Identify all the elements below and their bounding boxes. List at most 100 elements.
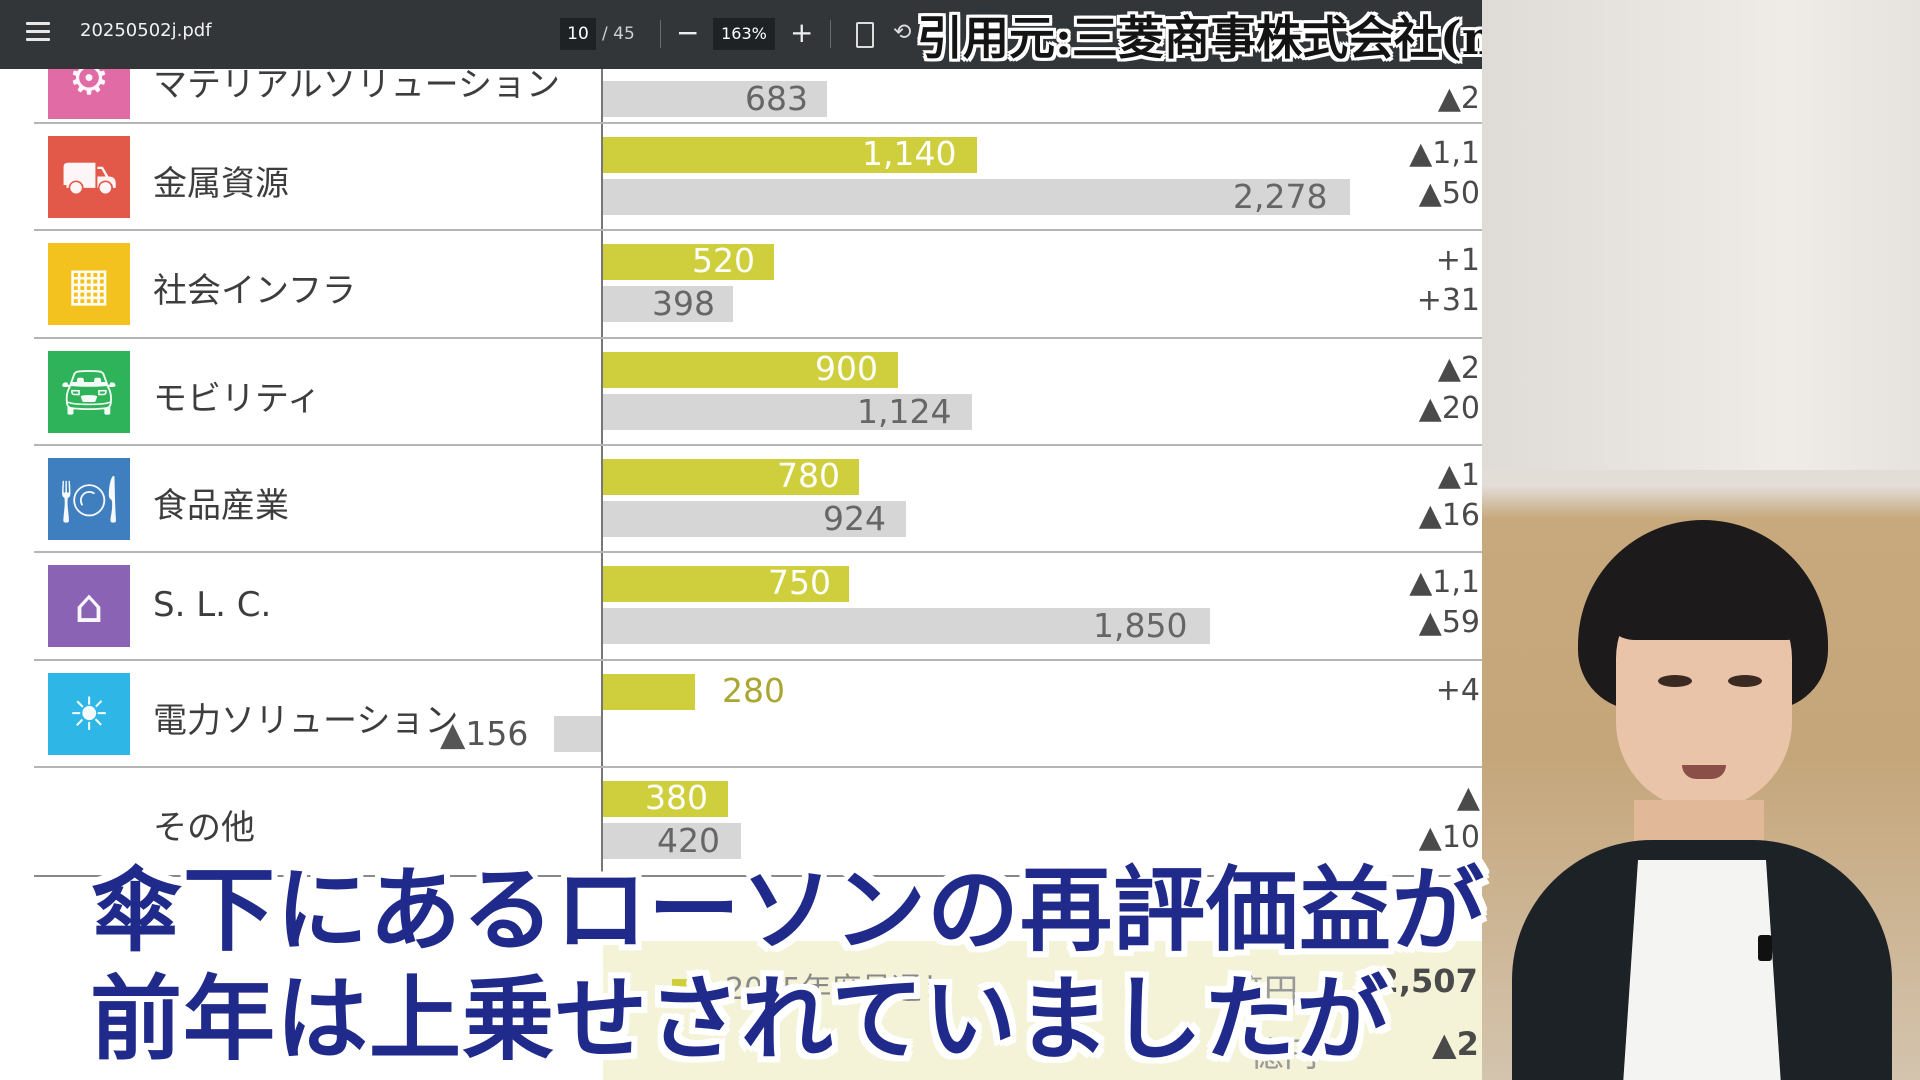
menu-icon[interactable] xyxy=(26,22,50,42)
bar-value: 1,140 xyxy=(862,134,957,173)
diff-value: ▲1,1 xyxy=(1409,565,1480,600)
pdf-page: ⚙ マテリアルソリューション 683 ▲2 ⛟ 金属資源 1,140 2,278… xyxy=(0,69,1482,1080)
bangs xyxy=(1600,540,1810,640)
bar-value: 780 xyxy=(777,456,840,495)
mouth xyxy=(1682,765,1726,779)
bar-value: 1,850 xyxy=(1093,606,1188,645)
diff-value: +31 xyxy=(1416,283,1480,318)
segment-row: ⌂ S. L. C. 750 1,850 ▲1,1 ▲59 xyxy=(0,553,1482,660)
summary-band xyxy=(603,941,1482,1080)
segment-row: ⛟ 金属資源 1,140 2,278 ▲1,1 ▲50 xyxy=(0,124,1482,231)
rotate-icon[interactable]: ⟲ xyxy=(893,20,912,45)
bar-prev-negative xyxy=(554,716,601,752)
diff-value: ▲16 xyxy=(1418,498,1480,533)
segment-label: その他 xyxy=(153,808,255,848)
shirt xyxy=(1622,860,1782,1080)
segment-row: ☀ 電力ソリューション 280 ▲156 +4 xyxy=(0,661,1482,768)
segment-label: 食品産業 xyxy=(153,486,289,526)
diff-value: ▲50 xyxy=(1418,176,1480,211)
bar-prev xyxy=(603,501,906,537)
row-divider xyxy=(34,444,1482,446)
segment-row: その他 380 420 ▲ ▲10 xyxy=(0,768,1482,875)
diff-value: +1 xyxy=(1435,243,1480,278)
row-divider xyxy=(34,337,1482,339)
bar-value: 280 xyxy=(722,671,785,710)
eye xyxy=(1728,675,1762,687)
bar-value: 2,278 xyxy=(1233,177,1328,216)
bar-value: 900 xyxy=(815,349,878,388)
chart-axis xyxy=(601,69,603,876)
file-name: 20250502j.pdf xyxy=(80,20,212,41)
bar-value: 750 xyxy=(768,563,831,602)
bar-forecast xyxy=(603,352,898,388)
diff-value: ▲ xyxy=(1456,780,1480,815)
bar-prev xyxy=(603,394,972,430)
zoom-level-input[interactable]: 163% xyxy=(713,18,775,50)
page-number-input[interactable]: 10 xyxy=(560,18,596,50)
segment-row: ▦ 社会インフラ 520 398 +1 +31 xyxy=(0,231,1482,338)
segment-row: 🍽︎ 食品産業 780 924 ▲1 ▲16 xyxy=(0,446,1482,553)
bar-forecast xyxy=(603,244,774,280)
segment-label: マテリアルソリューション xyxy=(153,69,560,105)
material-icon: ⚙ xyxy=(48,69,130,119)
summary-unit: 億円 xyxy=(1250,1035,1318,1075)
lapel-mic-icon xyxy=(1758,935,1772,961)
bar-forecast xyxy=(603,566,849,602)
row-divider xyxy=(34,229,1482,231)
pdf-toolbar: 20250502j.pdf 10 / 45 − 163% + ⟲ xyxy=(0,0,1482,69)
zoom-in-button[interactable]: + xyxy=(790,16,814,49)
car-icon: 🚘︎ xyxy=(48,351,130,433)
segment-label: 電力ソリューション xyxy=(153,701,459,741)
bar-forecast xyxy=(603,781,728,817)
bar-value: 420 xyxy=(657,821,720,860)
bar-value: 380 xyxy=(645,778,708,817)
bar-value: 1,124 xyxy=(857,392,952,431)
zoom-out-button[interactable]: − xyxy=(676,16,700,49)
bar-forecast xyxy=(603,459,859,495)
segment-row: 🚘︎ モビリティ 900 1,124 ▲2 ▲20 xyxy=(0,339,1482,446)
subtitle-line-1: 傘下にあるローソンの再評価益が xyxy=(90,857,1486,964)
summary-unit: 億円 xyxy=(1230,972,1298,1012)
diff-value: ▲1 xyxy=(1437,458,1480,493)
person-home-icon: ⌂ xyxy=(48,565,130,647)
bar-value: ▲156 xyxy=(440,714,529,753)
table-bottom-line xyxy=(34,875,1482,877)
toolbar-divider xyxy=(830,20,831,48)
summary-diff: ▲2 xyxy=(1432,1025,1479,1063)
segment-label: 社会インフラ xyxy=(153,271,356,311)
bar-prev xyxy=(603,286,733,322)
bar-value: 398 xyxy=(652,284,715,323)
diff-value: ▲2 xyxy=(1437,351,1480,386)
legend-swatch xyxy=(672,979,708,1001)
fit-page-icon[interactable] xyxy=(856,22,874,48)
segment-label: 金属資源 xyxy=(153,164,289,204)
diff-value: +4 xyxy=(1435,673,1480,708)
segment-row: ⚙ マテリアルソリューション 683 ▲2 xyxy=(0,69,1482,132)
presenter-video xyxy=(1482,0,1920,1080)
row-divider xyxy=(34,122,1482,124)
bar-value: 924 xyxy=(823,499,886,538)
bar-prev xyxy=(603,823,741,859)
bar-value: 520 xyxy=(692,241,755,280)
row-divider xyxy=(34,551,1482,553)
truck-icon: ⛟ xyxy=(48,136,130,218)
diff-value: ▲10 xyxy=(1418,820,1480,855)
background-wall xyxy=(1482,0,1920,470)
segment-label: モビリティ xyxy=(153,379,321,419)
row-divider xyxy=(34,659,1482,661)
bar-forecast xyxy=(603,137,977,173)
buildings-icon: ▦ xyxy=(48,243,130,325)
diff-value: ▲2 xyxy=(1437,81,1480,116)
bar-prev xyxy=(603,179,1350,215)
toolbar-divider xyxy=(660,20,661,48)
diff-value: ▲59 xyxy=(1418,605,1480,640)
summary-diff: ▲2,507 xyxy=(1352,962,1478,1000)
bar-forecast xyxy=(603,674,695,710)
bar-prev xyxy=(603,81,827,117)
segment-label: S. L. C. xyxy=(153,585,272,625)
row-divider xyxy=(34,766,1482,768)
bar-prev xyxy=(603,608,1210,644)
diff-value: ▲1,1 xyxy=(1409,136,1480,171)
food-icon: 🍽︎ xyxy=(48,458,130,540)
eye xyxy=(1658,675,1692,687)
